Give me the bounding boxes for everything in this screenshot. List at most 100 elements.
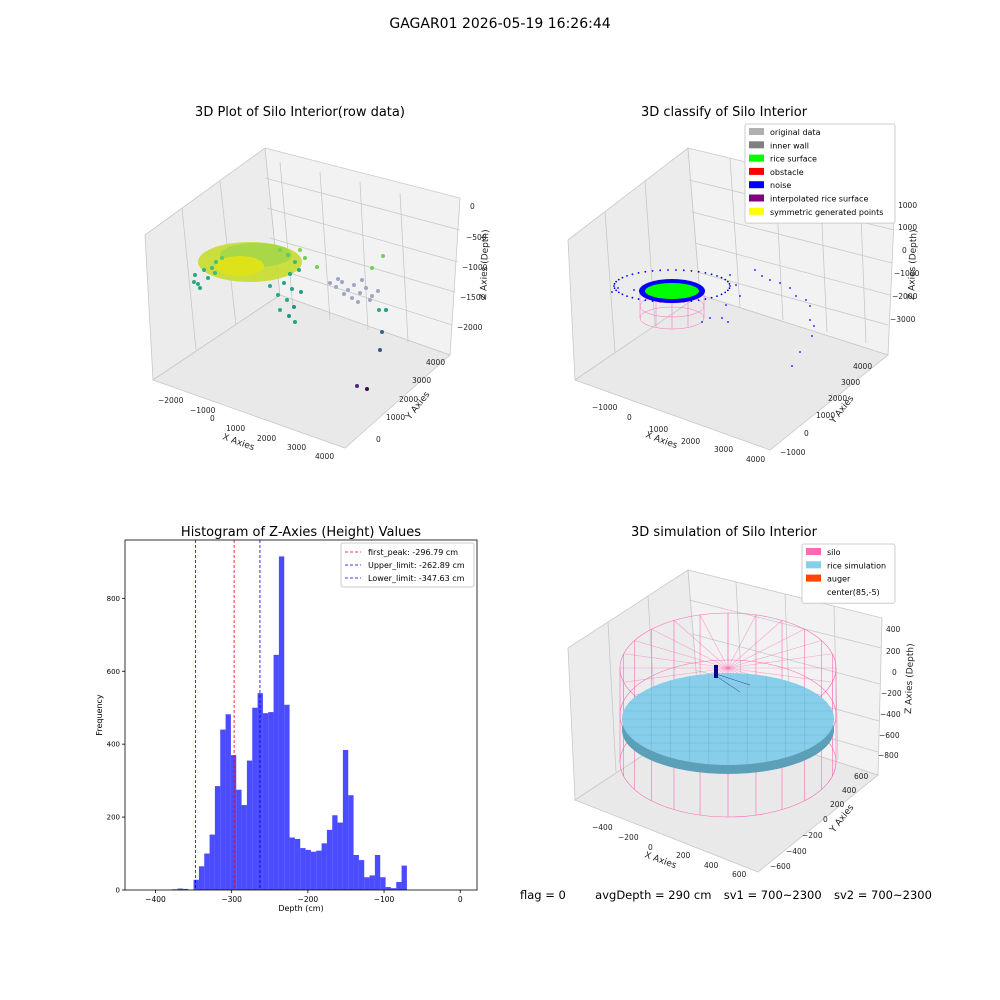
z-tick-label: 0 [470, 202, 475, 211]
flag-value: flag = 0 [520, 888, 566, 902]
legend-swatch [749, 128, 764, 135]
noise-point [813, 325, 815, 327]
silo-roof-rib [673, 620, 729, 669]
noise-point [621, 276, 624, 279]
x-axis-label: X Axies [643, 850, 678, 871]
histogram-bar [326, 829, 333, 890]
noise-point [682, 300, 685, 303]
silo-roof-rib [727, 667, 833, 683]
noise-point [626, 275, 628, 277]
noise-point [659, 300, 662, 303]
noise-point [651, 270, 654, 272]
histogram-bar [332, 815, 338, 890]
histogram-bar [401, 865, 407, 890]
x-tick-label: −200 [618, 833, 639, 842]
histogram-bar [273, 654, 279, 890]
histogram-bar [353, 855, 359, 890]
scatter-point [297, 268, 301, 272]
rice-simulation-mesh [622, 673, 834, 765]
legend-label: auger [827, 575, 851, 584]
y-tick-label: 0 [116, 887, 120, 895]
y-tick-label: 0 [376, 435, 381, 444]
scatter-point [350, 296, 354, 300]
noise-point [727, 321, 729, 323]
noise-point [809, 319, 811, 321]
y-tick-label: −1000 [780, 448, 806, 457]
histogram-bar [310, 851, 317, 890]
scatter-point [286, 253, 290, 257]
y-tick-label: 3000 [841, 378, 860, 387]
noise-point [728, 287, 731, 290]
z-tick-label: 400 [886, 625, 901, 634]
noise-point [710, 296, 713, 299]
x-tick-label: 0 [627, 413, 632, 422]
scatter-point [356, 300, 360, 304]
histogram-bar [321, 843, 327, 890]
noise-point [726, 289, 729, 292]
plot-frame [124, 539, 478, 891]
auger [714, 665, 751, 693]
x-tick-label: −1000 [592, 403, 618, 412]
scatter-points [198, 242, 302, 282]
chart-title: 3D Plot of Silo Interior(row data) [195, 105, 405, 120]
scatter-point [368, 298, 372, 302]
scatter-point [376, 289, 380, 293]
y-tick-label: 600 [854, 772, 869, 781]
y-tick-label: −200 [802, 831, 823, 840]
histogram-bar [380, 877, 386, 890]
histogram-bars [172, 556, 407, 890]
scatter-point [380, 330, 384, 334]
noise-point [710, 273, 713, 276]
histogram-bar [268, 712, 274, 890]
noise-point [659, 269, 662, 272]
z-axis: 0 −500 −1000 −1500 −2000 Z Axies (Depth) [457, 202, 491, 332]
figure-suptitle: GAGAR01 2026-05-19 16:26:44 [389, 16, 611, 32]
legend-label: inner wall [770, 141, 809, 150]
scatter-point [202, 268, 206, 272]
scatter-point [196, 282, 200, 286]
scatter-point-group [192, 248, 388, 391]
avg-depth-value: avgDepth = 290 cm [595, 888, 712, 902]
x-tick-label: 600 [732, 870, 747, 879]
x-tick-label: 3000 [287, 443, 306, 452]
legend-label: center(85,-5) [827, 588, 880, 597]
status-line: flag = 0 avgDepth = 290 cm sv1 = 700~230… [520, 888, 932, 902]
legend-label: rice simulation [827, 561, 886, 570]
noise-point [690, 270, 693, 272]
legend-label: obstacle [770, 168, 804, 177]
noise-point [720, 293, 723, 296]
x-tick-label: −100 [374, 895, 395, 904]
z-tick-label: −200 [881, 689, 902, 698]
noise-point [726, 280, 729, 283]
x-axis-label: X Axies [221, 432, 256, 453]
noise-point [725, 304, 727, 306]
panel-simulation: 3D simulation of Silo Interior −400 −200… [567, 525, 916, 879]
histogram-bar [220, 729, 226, 890]
x-tick-label: 200 [676, 851, 691, 860]
y-tick-label: 600 [107, 668, 120, 676]
noise-point [617, 278, 620, 281]
scatter-point [378, 348, 382, 352]
legend-label: original data [770, 128, 821, 137]
histogram-bar [241, 805, 247, 890]
legend-swatch [749, 194, 764, 202]
noise-point [729, 285, 731, 287]
x-tick-label: 3000 [714, 445, 733, 454]
histogram-bar [374, 855, 381, 890]
noise-point [701, 321, 703, 323]
scatter-point [210, 266, 214, 270]
z-tick-label: −1000 [894, 269, 920, 278]
z-axis-label: Z Axies (Depth) [904, 643, 916, 714]
noise-point [682, 269, 685, 272]
y-tick-label: −600 [770, 862, 791, 871]
x-tick-label: 4000 [315, 452, 334, 461]
x-tick-label: −200 [298, 895, 319, 904]
y-tick-label: 0 [823, 815, 828, 824]
scatter-point [384, 308, 388, 312]
x-tick-label: 2000 [681, 437, 700, 446]
silo-roof-rib [727, 640, 822, 669]
z-axis: 400 200 0 −200 −400 −600 −800 Z Axies (D… [878, 625, 916, 760]
scatter-point [352, 283, 356, 287]
silo-roof-rib [727, 614, 757, 669]
scatter-point [370, 266, 374, 270]
